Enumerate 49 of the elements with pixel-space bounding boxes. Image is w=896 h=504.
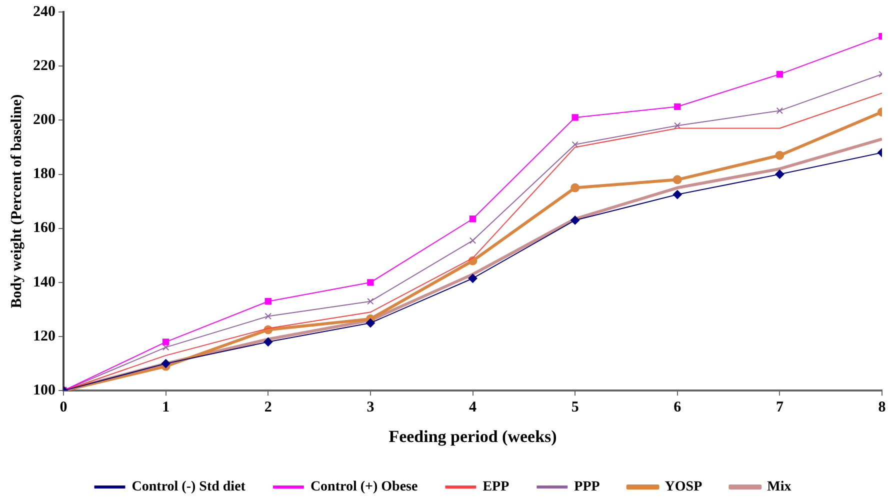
point xyxy=(572,114,578,121)
point xyxy=(264,337,273,346)
x-tick-label: 2 xyxy=(264,399,272,416)
point xyxy=(672,190,682,200)
y-tick-label: 220 xyxy=(33,58,56,74)
legend-label: Control (-) Std diet xyxy=(132,480,246,495)
legend-label: Control (+) Obese xyxy=(310,480,418,495)
y-tick-label: 180 xyxy=(33,166,56,182)
point xyxy=(367,279,374,286)
point xyxy=(572,141,578,148)
point xyxy=(161,359,170,368)
y-tick-label: 100 xyxy=(33,382,56,398)
point xyxy=(162,338,170,346)
point xyxy=(674,103,681,110)
point xyxy=(366,318,375,328)
point xyxy=(162,344,170,351)
x-tick-label: 0 xyxy=(60,399,68,416)
x-tick-label: 6 xyxy=(674,399,682,416)
legend-label: YOSP xyxy=(664,480,703,495)
point xyxy=(570,183,580,192)
y-tick-label: 200 xyxy=(33,112,56,128)
x-tick-label: 7 xyxy=(776,399,784,416)
y-tick-label: 160 xyxy=(33,220,56,236)
y-tick-label: 240 xyxy=(33,4,56,20)
y-tick-label: 120 xyxy=(33,328,56,344)
x-axis-title: Feeding period (weeks) xyxy=(388,427,557,446)
point xyxy=(367,298,374,305)
legend-label: EPP xyxy=(482,480,510,495)
legend-label: PPP xyxy=(574,480,600,495)
point xyxy=(776,107,784,114)
x-tick-label: 4 xyxy=(469,399,477,416)
y-axis-title: Body weight (Percent of baseline) xyxy=(8,94,25,308)
point xyxy=(776,70,784,78)
point xyxy=(775,170,784,179)
point xyxy=(469,237,476,244)
x-tick-label: 3 xyxy=(366,399,374,416)
x-tick-label: 5 xyxy=(571,399,579,416)
point xyxy=(570,216,580,225)
point xyxy=(468,274,478,283)
legend-label: Mix xyxy=(767,480,792,495)
point xyxy=(264,298,272,305)
y-tick-label: 140 xyxy=(33,274,56,290)
point xyxy=(775,150,784,160)
point xyxy=(469,216,476,222)
x-tick-label: 8 xyxy=(878,399,886,416)
point xyxy=(674,122,681,129)
point xyxy=(672,175,682,184)
point xyxy=(264,312,272,320)
x-tick-label: 1 xyxy=(162,399,170,416)
